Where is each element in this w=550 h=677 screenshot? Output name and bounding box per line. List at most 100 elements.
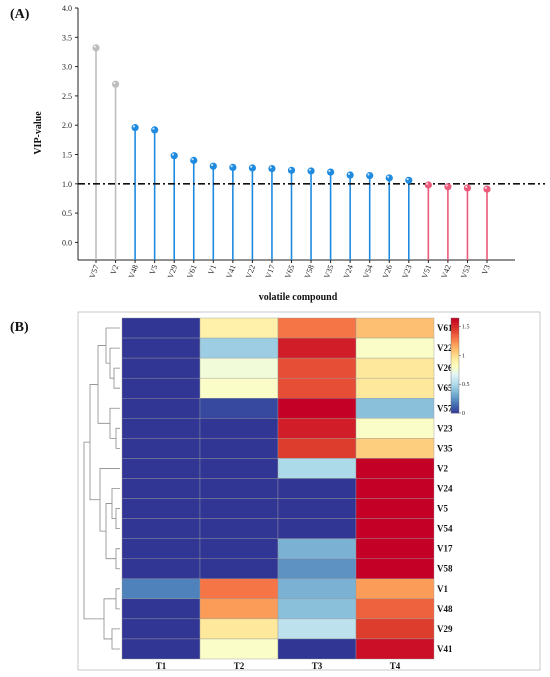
row-label: V65 <box>437 383 453 393</box>
x-tick-label: V24 <box>342 264 355 280</box>
panel-a-label: (A) <box>10 7 30 22</box>
point-V42 <box>444 183 452 191</box>
y-tick-label: 1.5 <box>62 151 72 160</box>
heatmap-cell-V2-T2 <box>199 458 279 479</box>
row-label: V26 <box>437 363 453 373</box>
heatmap-cell-V17-T4 <box>355 538 435 559</box>
x-tick-label: V51 <box>420 264 433 280</box>
panel-b-label: (B) <box>10 320 29 335</box>
point-V41 <box>229 163 237 172</box>
point-V54 <box>366 172 374 180</box>
y-tick-label: 0.5 <box>62 209 72 218</box>
colorbar-tick-label: 1 <box>462 353 465 359</box>
y-tick-label: 4.0 <box>62 4 72 13</box>
heatmap-cell-V26-T2 <box>199 357 279 379</box>
row-label: V48 <box>437 604 453 614</box>
row-label: V57 <box>437 403 453 413</box>
row-label: V2 <box>437 463 448 473</box>
heatmap-cell-V61-T1 <box>121 317 201 339</box>
colorbar-segment <box>451 360 459 364</box>
point-V23 <box>405 176 413 184</box>
heatmap-cell-V58-T3 <box>277 558 357 579</box>
colorbar-segment <box>451 405 459 409</box>
dendrogram-branch <box>115 548 120 570</box>
point-highlight <box>289 168 292 171</box>
point-V26 <box>385 174 393 182</box>
heatmap-cell-V22-T4 <box>355 337 435 359</box>
x-tick-label: V53 <box>459 264 472 280</box>
heatmap-cell-V2-T1 <box>121 458 201 479</box>
point-V2 <box>111 80 120 88</box>
colorbar-segment <box>451 389 459 392</box>
heatmap-cell-V54-T4 <box>355 518 435 539</box>
y-tick-label: 0.0 <box>62 238 72 247</box>
x-tick-label: V54 <box>361 264 374 280</box>
heatmap-cell-V26-T1 <box>121 357 201 379</box>
lollipop-heads <box>92 44 491 193</box>
heatmap-cell-V1-T3 <box>277 578 357 600</box>
heatmap-cells <box>121 317 435 660</box>
heatmap-cell-V23-T3 <box>277 418 357 439</box>
colorbar-segment <box>451 334 459 338</box>
colorbar-segment <box>451 356 459 359</box>
point-V17 <box>268 164 276 173</box>
row-label: V54 <box>437 524 453 534</box>
x-tick-labels: V57 V2 V48 V5 V29 V61 V1 V41 V22 V17 V65 V58 V35 V24 V… <box>88 264 492 280</box>
row-label: V41 <box>437 644 453 654</box>
heatmap-cell-V58-T1 <box>121 558 201 579</box>
heatmap-cell-V41-T1 <box>121 638 201 660</box>
dendrogram-branch <box>115 508 120 530</box>
heatmap-cell-V22-T1 <box>121 337 201 359</box>
heatmap-cell-V41-T2 <box>199 638 279 660</box>
x-tick-label: V3 <box>480 264 492 276</box>
colorbar-segment <box>451 320 459 324</box>
heatmap-cell-V1-T2 <box>199 578 279 600</box>
colorbar-segment <box>451 344 459 347</box>
point-V65 <box>287 166 296 174</box>
heatmap-cell-V23-T1 <box>121 418 201 439</box>
heatmap-cell-V23-T2 <box>199 418 279 439</box>
heatmap-cell-V2-T3 <box>277 458 357 479</box>
colorbar-segment <box>451 401 459 404</box>
heatmap-chart: (B) V61 V22 V26 V65 V57 V23 V35 V2 V24 V5 V54 V17 V5… <box>10 311 541 671</box>
colorbar-segment <box>451 329 459 333</box>
point-V29 <box>170 152 178 160</box>
heatmap-cell-V35-T4 <box>355 438 435 459</box>
colorbar-segment <box>451 353 459 357</box>
x-tick-label: V42 <box>440 264 453 280</box>
heatmap-cell-V24-T3 <box>277 478 357 499</box>
heatmap-cell-V54-T2 <box>199 518 279 539</box>
heatmap-cell-V17-T3 <box>277 538 357 559</box>
colorbar-tick-label: 0.5 <box>462 382 470 388</box>
x-tick-label: V35 <box>322 264 335 280</box>
point-highlight <box>347 172 351 175</box>
colorbar-segment <box>451 346 459 350</box>
point-highlight <box>406 177 409 181</box>
row-dendrogram <box>83 327 120 650</box>
colorbar-tick-label: 0 <box>462 411 465 417</box>
point-highlight <box>152 127 155 130</box>
dendrogram-branch <box>103 598 116 640</box>
point-highlight <box>171 153 175 156</box>
heatmap-cell-V17-T1 <box>121 538 201 559</box>
stems <box>95 47 488 260</box>
point-highlight <box>211 163 214 167</box>
x-tick-label: V48 <box>127 264 140 280</box>
heatmap-cell-V29-T2 <box>199 618 279 640</box>
point-V48 <box>131 123 139 132</box>
vip-lollipop-chart: (A) VIP-value volatile compound 0.0 0.5 1.… <box>10 4 545 303</box>
dendrogram-branch <box>105 327 120 364</box>
point-V61 <box>190 156 198 164</box>
colorbar-segment <box>451 322 459 326</box>
heatmap-frame <box>77 311 541 671</box>
heatmap-cell-V48-T3 <box>277 598 357 620</box>
point-highlight <box>113 81 116 85</box>
dendrogram-branch <box>111 628 120 650</box>
x-tick-label: V41 <box>225 264 238 280</box>
heatmap-cell-V58-T4 <box>355 558 435 579</box>
row-label: V29 <box>437 624 453 634</box>
colorbar-segment <box>451 370 459 373</box>
colorbar-segment <box>451 375 459 378</box>
point-highlight <box>250 165 253 168</box>
heatmap-cell-V22-T3 <box>277 337 357 359</box>
